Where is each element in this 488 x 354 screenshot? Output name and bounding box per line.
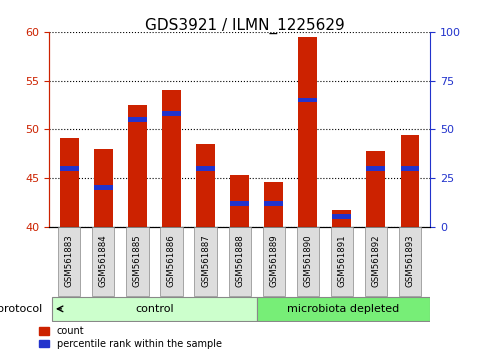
Text: GDS3921 / ILMN_1225629: GDS3921 / ILMN_1225629 xyxy=(144,18,344,34)
Text: GSM561886: GSM561886 xyxy=(167,235,176,287)
Bar xyxy=(60,166,79,171)
Bar xyxy=(262,227,284,296)
Bar xyxy=(230,201,248,206)
Bar xyxy=(128,105,146,227)
Bar xyxy=(58,227,80,296)
Bar xyxy=(298,98,316,102)
Text: GSM561889: GSM561889 xyxy=(268,235,278,287)
Bar xyxy=(196,144,215,227)
Text: GSM561890: GSM561890 xyxy=(303,235,311,287)
Bar xyxy=(398,227,420,296)
Bar xyxy=(264,201,283,206)
Bar xyxy=(296,227,318,296)
Bar xyxy=(94,185,113,190)
Bar xyxy=(366,166,385,171)
Text: protocol: protocol xyxy=(0,304,42,314)
Bar xyxy=(400,166,418,171)
Bar xyxy=(298,37,316,227)
Bar xyxy=(92,227,114,296)
Text: GSM561891: GSM561891 xyxy=(337,235,346,287)
Text: GSM561892: GSM561892 xyxy=(370,235,380,287)
Bar xyxy=(366,151,385,227)
Bar xyxy=(126,227,148,296)
Bar xyxy=(400,135,418,227)
Text: GSM561884: GSM561884 xyxy=(99,235,108,287)
Text: GSM561883: GSM561883 xyxy=(65,235,74,287)
Bar xyxy=(228,227,250,296)
Bar xyxy=(162,90,181,227)
Bar xyxy=(194,227,216,296)
Bar xyxy=(94,149,113,227)
Text: GSM561893: GSM561893 xyxy=(405,235,413,287)
Bar xyxy=(196,166,215,171)
Text: GSM561887: GSM561887 xyxy=(201,235,210,287)
Text: microbiota depleted: microbiota depleted xyxy=(287,304,399,314)
Bar xyxy=(364,227,386,296)
Bar xyxy=(162,111,181,116)
Bar xyxy=(332,210,350,227)
Bar xyxy=(264,182,283,227)
Legend: count, percentile rank within the sample: count, percentile rank within the sample xyxy=(39,326,221,349)
Bar xyxy=(256,297,429,321)
Bar xyxy=(332,215,350,219)
Bar xyxy=(60,138,79,227)
Text: control: control xyxy=(135,304,173,314)
Text: GSM561888: GSM561888 xyxy=(235,235,244,287)
Bar xyxy=(230,175,248,227)
Bar xyxy=(52,297,256,321)
Text: GSM561885: GSM561885 xyxy=(133,235,142,287)
Bar xyxy=(160,227,182,296)
Bar xyxy=(128,117,146,122)
Bar xyxy=(330,227,352,296)
